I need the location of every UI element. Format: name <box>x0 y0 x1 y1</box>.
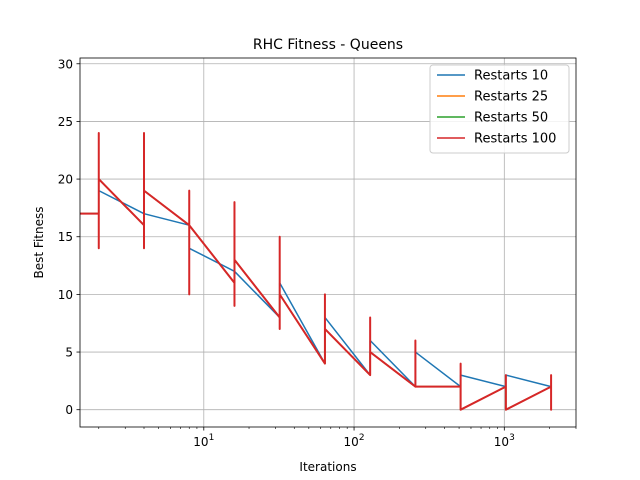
x-tick-label-base: 10 <box>494 435 509 449</box>
y-tick-label: 0 <box>65 403 73 417</box>
legend: Restarts 10 Restarts 25 Restarts 50 Restart… <box>429 64 570 154</box>
legend-label: Restarts 25 <box>474 90 548 105</box>
series-lines <box>80 131 553 411</box>
x-tick-label-exponent: 3 <box>509 433 515 443</box>
x-tick-label-base: 10 <box>344 435 359 449</box>
x-tick-label-base: 10 <box>193 435 208 449</box>
series-line-4 <box>80 131 553 411</box>
x-tick-label: 103 <box>494 433 515 449</box>
legend-label: Restarts 50 <box>474 111 548 126</box>
y-tick-label: 15 <box>58 230 73 244</box>
y-tick-label: 25 <box>58 115 73 129</box>
x-axis-label: Iterations <box>299 460 356 474</box>
x-tick-label: 101 <box>193 433 214 449</box>
y-tick-label: 20 <box>58 173 73 187</box>
y-axis-label: Best Fitness <box>32 207 46 279</box>
y-tick-label: 10 <box>58 288 73 302</box>
y-tick-label: 5 <box>65 346 73 360</box>
x-tick-label-exponent: 1 <box>209 433 215 443</box>
x-tick-label: 102 <box>344 433 365 449</box>
legend-label: Restarts 100 <box>474 132 556 147</box>
x-tick-label-exponent: 2 <box>359 433 365 443</box>
y-tick-label: 30 <box>58 57 73 71</box>
plot-frame <box>79 57 577 428</box>
legend-box <box>429 64 570 154</box>
legend-label: Restarts 10 <box>474 69 548 84</box>
chart-title: RHC Fitness - Queens <box>253 37 403 53</box>
